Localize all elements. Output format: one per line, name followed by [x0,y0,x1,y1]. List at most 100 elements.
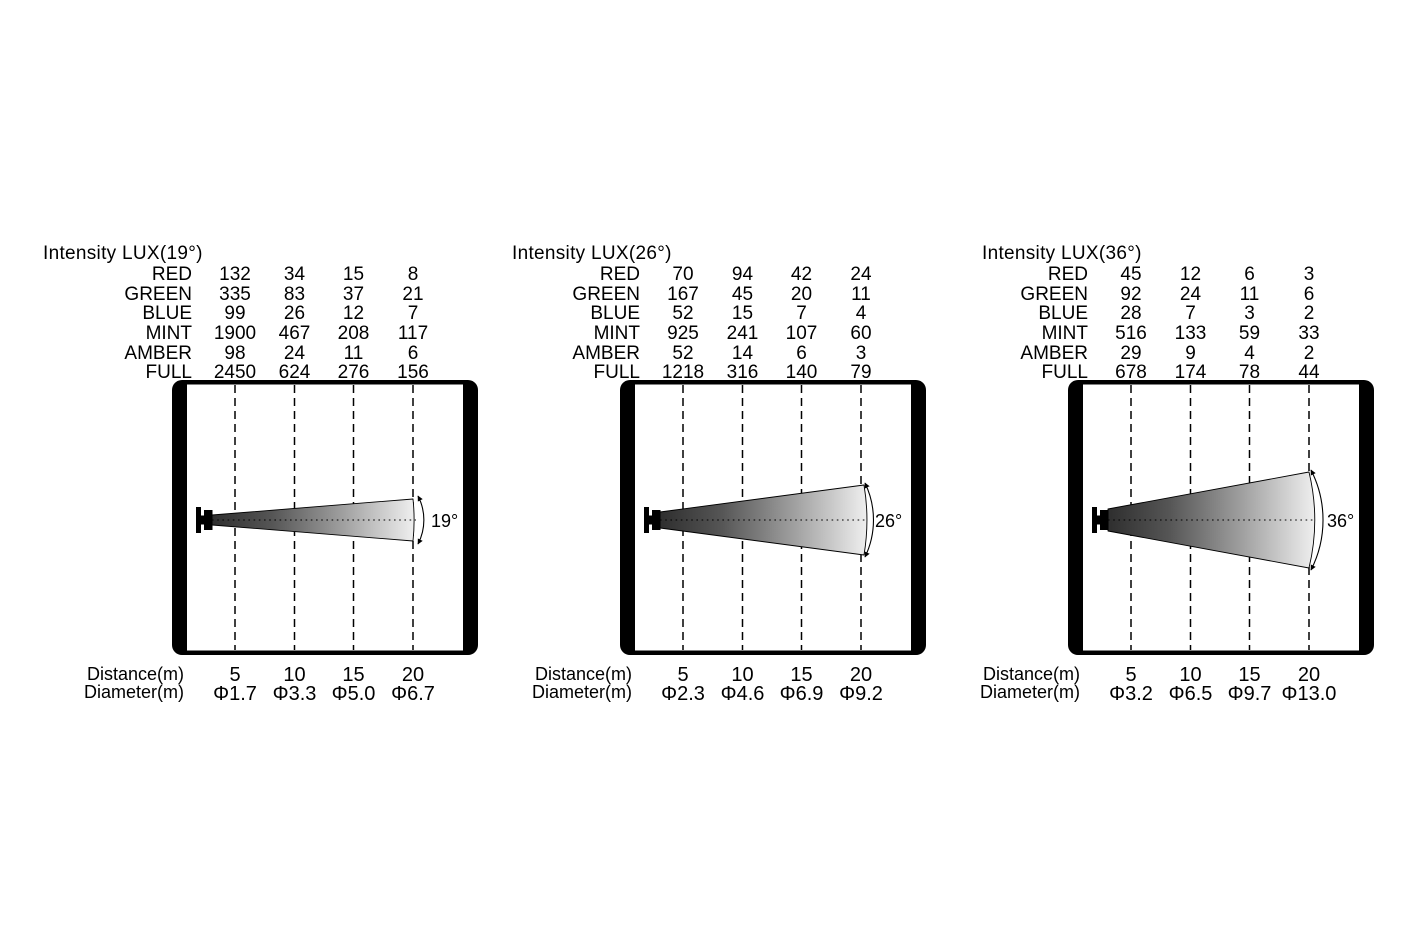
lux-value: 208 [337,323,370,345]
distance-value: 15 [1238,664,1261,686]
lux-value: 70 [672,264,694,285]
beam-angle-arc [864,482,875,558]
lux-value: 276 [337,362,370,384]
lux-value: 2 [1303,342,1315,364]
lux-value: 29 [1120,342,1142,364]
lux-value: 45 [731,283,754,305]
table-row: MINT 516 133 59 33 [928,324,1380,344]
lux-value: 107 [785,323,818,345]
distance-value: 10 [283,664,306,686]
lux-value: 94 [731,264,754,285]
color-label: RED [151,264,192,285]
lux-value: 42 [790,264,813,285]
lux-value: 33 [1298,323,1320,345]
distance-value: 10 [731,664,754,686]
table-row: BLUE 28 7 3 2 [928,304,1380,324]
distance-value: 5 [1125,664,1137,686]
lux-value: 7 [796,303,807,325]
color-label: RED [1047,264,1088,285]
lux-value: 8 [407,264,419,285]
color-label: GREEN [572,283,640,305]
table-row: RED 70 94 42 24 [480,265,932,285]
distance-label: Distance(m) [534,664,632,684]
light-fixture-icon [644,507,661,533]
lux-value: 59 [1238,323,1261,345]
lux-value: 11 [1239,283,1260,305]
lux-value: 12 [1179,264,1202,285]
beam-angle-label: 36° [1327,511,1354,531]
lux-value: 37 [342,283,365,305]
lux-value: 3 [855,342,867,364]
color-label: FULL [593,362,640,384]
beam-cone [1107,471,1316,569]
beam-angle-arc [417,495,425,545]
table-row: RED 45 12 6 3 [928,265,1380,285]
lux-value: 21 [402,283,424,305]
lux-value: 316 [726,362,759,384]
lux-value: 14 [731,342,754,364]
lux-value: 26 [283,303,306,325]
diameter-value: Φ1.7 [213,683,257,705]
lux-value: 98 [224,342,246,364]
table-row: MINT 925 241 107 60 [480,324,932,344]
diameter-value: Φ6.9 [779,683,824,705]
table-row: AMBER 98 24 11 6 [32,344,484,364]
color-label: GREEN [124,283,192,305]
diameter-value: Φ4.6 [720,683,765,705]
intensity-table: RED 45 12 6 3 GREEN 92 24 11 6 BLUE 28 7… [928,265,1380,383]
diameter-value: Φ6.5 [1168,683,1213,705]
color-label: BLUE [590,303,640,325]
table-row: AMBER 52 14 6 3 [480,344,932,364]
panel-title: Intensity LUX(19°) [43,243,203,264]
beam-angle-arc [1310,469,1324,571]
color-label: FULL [145,362,192,384]
photometric-panel-26: Intensity LUX(26°) RED 70 94 42 24 GREEN… [480,244,932,714]
lux-value: 11 [851,283,871,305]
table-row: BLUE 52 15 7 4 [480,304,932,324]
lux-value: 45 [1120,264,1142,285]
beam-angle-label: 26° [875,511,902,531]
lux-value: 52 [672,303,694,325]
distance-value: 20 [401,664,425,686]
lux-value: 52 [672,342,694,364]
distance-value: 10 [1179,664,1202,686]
lux-value: 1218 [661,362,705,384]
lux-value: 6 [796,342,807,364]
table-row: FULL 678 174 78 44 [928,363,1380,383]
panel-title: Intensity LUX(26°) [512,243,672,264]
diameter-value: Φ3.3 [272,683,317,705]
diameter-label: Diameter(m) [979,682,1080,702]
color-label: AMBER [124,342,192,364]
lux-value: 24 [283,342,306,364]
diameter-label: Diameter(m) [83,682,184,702]
lux-value: 20 [790,283,813,305]
table-row: GREEN 167 45 20 11 [480,283,932,305]
color-label: BLUE [1038,303,1088,325]
table-row: FULL 2450 624 276 156 [32,363,484,383]
lux-value: 7 [407,303,419,325]
lux-value: 140 [785,362,818,384]
table-row: BLUE 99 26 12 7 [32,304,484,324]
lux-value: 6 [1244,264,1255,285]
intensity-table: RED 70 94 42 24 GREEN 167 45 20 11 BLUE … [480,265,932,383]
lux-value: 15 [342,264,365,285]
lux-value: 335 [219,283,251,305]
distance-label: Distance(m) [86,664,184,684]
lux-value: 7 [1185,303,1196,325]
lux-value: 6 [1303,283,1315,305]
table-row: MINT 1900 467 208 117 [32,324,484,344]
lux-value: 624 [278,362,311,384]
diameter-value: Φ3.2 [1109,683,1153,705]
lux-value: 9 [1185,342,1196,364]
distance-value: 5 [229,664,241,686]
lux-value: 83 [283,283,306,305]
lux-value: 79 [850,362,872,384]
diameter-label: Diameter(m) [531,682,632,702]
lux-value: 4 [1244,342,1255,364]
lux-value: 34 [283,264,306,285]
lux-value: 174 [1174,362,1207,384]
diameter-value: Φ5.0 [331,683,376,705]
lux-value: 6 [407,342,419,364]
distance-label: Distance(m) [982,664,1080,684]
